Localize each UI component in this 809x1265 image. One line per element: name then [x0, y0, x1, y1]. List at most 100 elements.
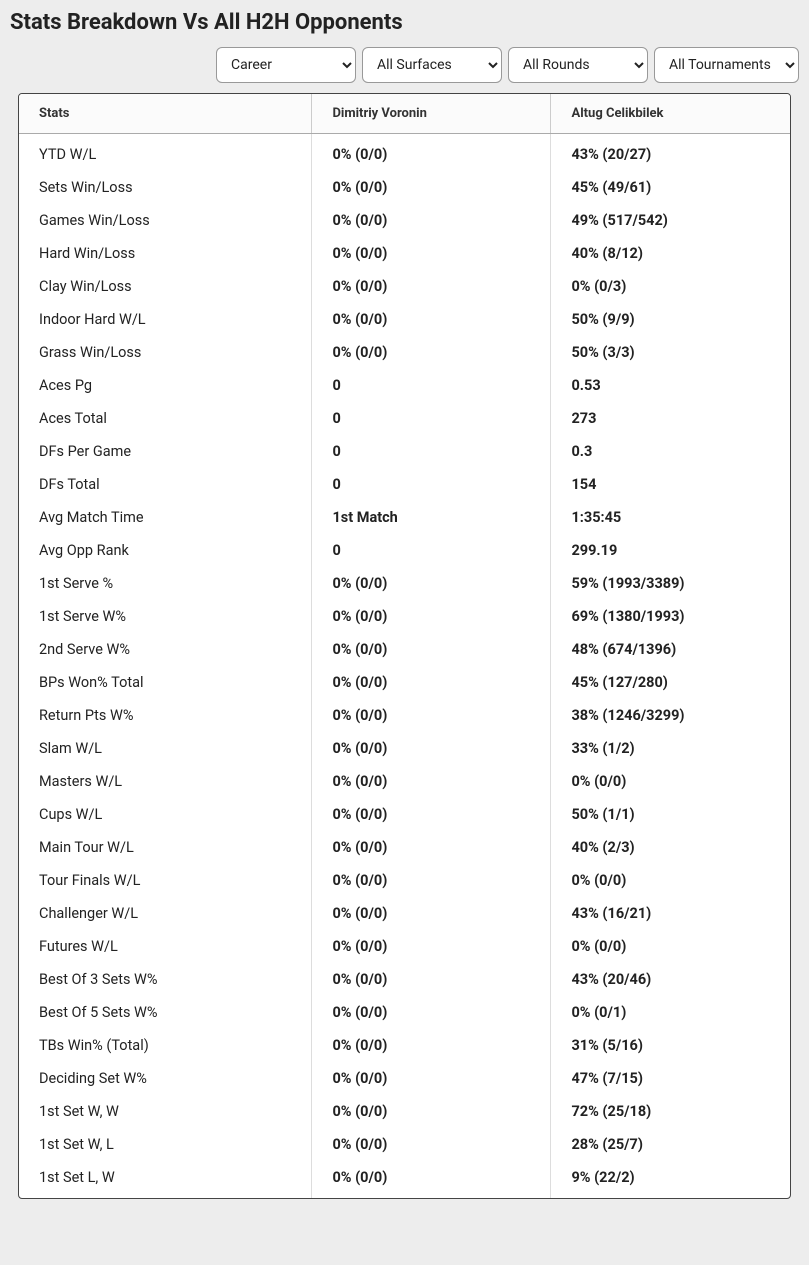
stat-value-player2: 28% (25/7): [551, 1128, 790, 1161]
table-row: Indoor Hard W/L0% (0/0)50% (9/9): [19, 303, 790, 336]
table-row: Main Tour W/L0% (0/0)40% (2/3): [19, 831, 790, 864]
table-row: Masters W/L0% (0/0)0% (0/0): [19, 765, 790, 798]
stat-value-player2: 40% (8/12): [551, 237, 790, 270]
table-row: Clay Win/Loss0% (0/0)0% (0/3): [19, 270, 790, 303]
stat-value-player2: 0% (0/1): [551, 996, 790, 1029]
stat-value-player1: 0% (0/0): [312, 1029, 551, 1062]
stat-value-player1: 0% (0/0): [312, 864, 551, 897]
stat-value-player2: 47% (7/15): [551, 1062, 790, 1095]
stat-label: Tour Finals W/L: [19, 864, 312, 897]
stat-value-player1: 0% (0/0): [312, 270, 551, 303]
table-row: DFs Per Game00.3: [19, 435, 790, 468]
stat-value-player1: 0% (0/0): [312, 732, 551, 765]
table-row: 1st Serve W%0% (0/0)69% (1380/1993): [19, 600, 790, 633]
stat-value-player2: 0% (0/0): [551, 930, 790, 963]
table-row: Avg Opp Rank0299.19: [19, 534, 790, 567]
stat-label: DFs Per Game: [19, 435, 312, 468]
stat-value-player1: 0% (0/0): [312, 930, 551, 963]
stat-label: YTD W/L: [19, 134, 312, 172]
table-row: YTD W/L0% (0/0)43% (20/27): [19, 134, 790, 172]
table-row: Sets Win/Loss0% (0/0)45% (49/61): [19, 171, 790, 204]
table-row: BPs Won% Total0% (0/0)45% (127/280): [19, 666, 790, 699]
stat-value-player2: 40% (2/3): [551, 831, 790, 864]
stat-label: Best Of 3 Sets W%: [19, 963, 312, 996]
stat-value-player1: 0% (0/0): [312, 831, 551, 864]
stat-value-player2: 43% (16/21): [551, 897, 790, 930]
stat-label: TBs Win% (Total): [19, 1029, 312, 1062]
stat-value-player1: 0% (0/0): [312, 204, 551, 237]
stat-value-player1: 0% (0/0): [312, 1128, 551, 1161]
table-row: 1st Set L, W0% (0/0)9% (22/2): [19, 1161, 790, 1198]
filter-tournament[interactable]: All Tournaments: [654, 47, 799, 83]
stat-value-player1: 0: [312, 534, 551, 567]
stat-value-player1: 0% (0/0): [312, 699, 551, 732]
stat-label: BPs Won% Total: [19, 666, 312, 699]
table-row: 1st Set W, W0% (0/0)72% (25/18): [19, 1095, 790, 1128]
stat-value-player2: 72% (25/18): [551, 1095, 790, 1128]
stat-label: 1st Set W, W: [19, 1095, 312, 1128]
stat-value-player2: 1:35:45: [551, 501, 790, 534]
col-header-player1: Dimitriy Voronin: [312, 94, 551, 134]
page-title: Stats Breakdown Vs All H2H Opponents: [0, 0, 809, 35]
stat-value-player1: 0% (0/0): [312, 765, 551, 798]
stat-value-player1: 0% (0/0): [312, 798, 551, 831]
stat-label: Main Tour W/L: [19, 831, 312, 864]
stat-value-player1: 0% (0/0): [312, 633, 551, 666]
table-row: Aces Pg00.53: [19, 369, 790, 402]
stat-label: Avg Match Time: [19, 501, 312, 534]
stat-value-player2: 0% (0/0): [551, 765, 790, 798]
stat-label: Indoor Hard W/L: [19, 303, 312, 336]
col-header-stats: Stats: [19, 94, 312, 134]
stat-value-player2: 50% (3/3): [551, 336, 790, 369]
table-row: TBs Win% (Total)0% (0/0)31% (5/16): [19, 1029, 790, 1062]
stat-value-player2: 50% (1/1): [551, 798, 790, 831]
stat-value-player2: 69% (1380/1993): [551, 600, 790, 633]
filter-round[interactable]: All Rounds: [508, 47, 648, 83]
stat-label: Avg Opp Rank: [19, 534, 312, 567]
stat-value-player2: 154: [551, 468, 790, 501]
filter-period[interactable]: Career: [216, 47, 356, 83]
stat-label: Return Pts W%: [19, 699, 312, 732]
table-row: Aces Total0273: [19, 402, 790, 435]
stat-label: 1st Set L, W: [19, 1161, 312, 1198]
stat-value-player2: 43% (20/27): [551, 134, 790, 172]
stat-value-player2: 0% (0/0): [551, 864, 790, 897]
stat-value-player1: 0% (0/0): [312, 600, 551, 633]
stat-value-player1: 0% (0/0): [312, 336, 551, 369]
table-row: Cups W/L0% (0/0)50% (1/1): [19, 798, 790, 831]
stat-label: 1st Set W, L: [19, 1128, 312, 1161]
stat-value-player2: 0.3: [551, 435, 790, 468]
stat-value-player2: 59% (1993/3389): [551, 567, 790, 600]
stat-label: DFs Total: [19, 468, 312, 501]
stat-value-player2: 50% (9/9): [551, 303, 790, 336]
stat-value-player2: 48% (674/1396): [551, 633, 790, 666]
table-row: Avg Match Time1st Match1:35:45: [19, 501, 790, 534]
stat-value-player1: 0: [312, 369, 551, 402]
stat-value-player1: 0% (0/0): [312, 996, 551, 1029]
stat-value-player2: 273: [551, 402, 790, 435]
table-row: 1st Serve %0% (0/0)59% (1993/3389): [19, 567, 790, 600]
stat-value-player1: 0: [312, 468, 551, 501]
stat-value-player2: 0.53: [551, 369, 790, 402]
table-row: DFs Total0154: [19, 468, 790, 501]
stat-label: Sets Win/Loss: [19, 171, 312, 204]
stat-value-player1: 0% (0/0): [312, 303, 551, 336]
table-row: Games Win/Loss0% (0/0)49% (517/542): [19, 204, 790, 237]
stat-value-player2: 31% (5/16): [551, 1029, 790, 1062]
table-row: Best Of 3 Sets W%0% (0/0)43% (20/46): [19, 963, 790, 996]
stats-table-container: Stats Dimitriy Voronin Altug Celikbilek …: [18, 93, 791, 1199]
stat-value-player2: 9% (22/2): [551, 1161, 790, 1198]
stat-value-player1: 0% (0/0): [312, 134, 551, 172]
stat-label: Clay Win/Loss: [19, 270, 312, 303]
stat-label: Hard Win/Loss: [19, 237, 312, 270]
stat-label: Masters W/L: [19, 765, 312, 798]
stat-value-player2: 38% (1246/3299): [551, 699, 790, 732]
table-header-row: Stats Dimitriy Voronin Altug Celikbilek: [19, 94, 790, 134]
table-row: Slam W/L0% (0/0)33% (1/2): [19, 732, 790, 765]
stat-value-player1: 0% (0/0): [312, 897, 551, 930]
stat-label: Cups W/L: [19, 798, 312, 831]
filter-surface[interactable]: All Surfaces: [362, 47, 502, 83]
table-row: Challenger W/L0% (0/0)43% (16/21): [19, 897, 790, 930]
table-row: Deciding Set W%0% (0/0)47% (7/15): [19, 1062, 790, 1095]
stat-label: 1st Serve %: [19, 567, 312, 600]
